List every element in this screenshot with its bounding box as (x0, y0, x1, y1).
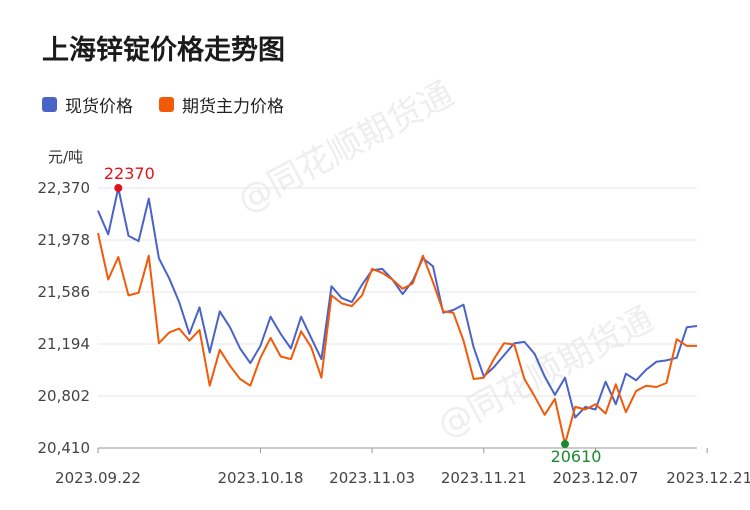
series-line-spot (97, 187, 698, 419)
annotation-label: 20610 (551, 447, 602, 466)
y-tick-label: 22,370 (38, 179, 91, 197)
y-tick-label: 21,586 (38, 283, 91, 301)
legend-label-futures: 期货主力价格 (182, 97, 284, 117)
legend: 现货价格 期货主力价格 (42, 92, 284, 117)
y-axis-unit: 元/吨 (48, 148, 84, 166)
x-tick-label: 2023.10.18 (217, 469, 303, 487)
x-tick-label: 2023.11.03 (329, 469, 415, 487)
x-tick-label: 2023.12.21 (666, 469, 750, 487)
chart-title: 上海锌锭价格走势图 (42, 35, 285, 66)
legend-label-spot: 现货价格 (65, 97, 133, 117)
annotation-label: 22370 (104, 164, 155, 183)
legend-item-spot[interactable]: 现货价格 (42, 92, 133, 117)
series-line-futures (97, 232, 697, 445)
legend-swatch-futures (159, 97, 174, 112)
legend-item-futures[interactable]: 期货主力价格 (159, 92, 284, 117)
y-tick-label: 20,410 (38, 439, 91, 457)
annotation-marker (114, 184, 123, 192)
annotation-marker (561, 440, 570, 449)
y-tick-label: 21,194 (38, 335, 91, 353)
legend-swatch-spot (42, 97, 57, 112)
x-tick-label: 2023.09.22 (55, 469, 141, 487)
y-tick-label: 20,802 (38, 387, 91, 405)
y-tick-label: 21,978 (38, 231, 91, 249)
x-tick-label: 2023.12.07 (553, 469, 639, 487)
x-tick-label: 2023.11.21 (441, 469, 527, 487)
